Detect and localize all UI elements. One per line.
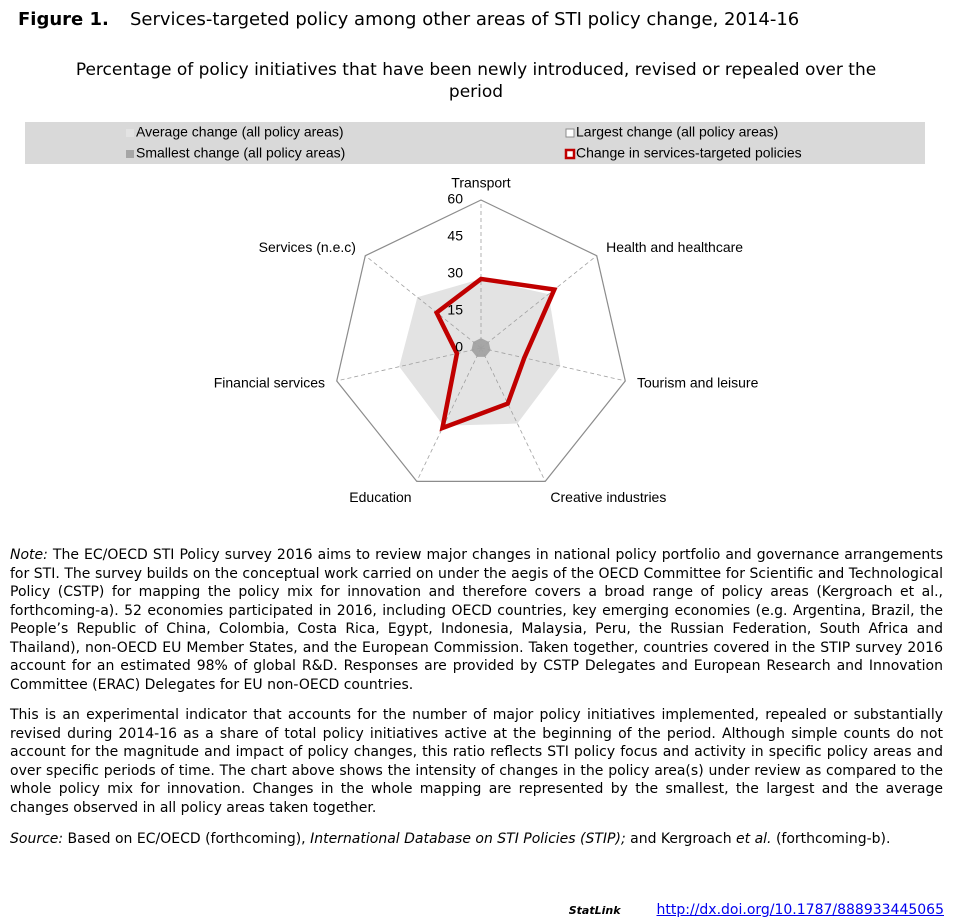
statlink: StatLink http://dx.doi.org/10.1787/888933… xyxy=(569,902,944,918)
description-text: This is an experimental indicator that a… xyxy=(10,707,943,816)
source-part: International Database on STI Policies (… xyxy=(310,831,626,847)
spoke xyxy=(416,347,482,482)
note-label: Note: xyxy=(10,547,48,563)
spoke xyxy=(480,347,626,382)
subtitle-line: Percentage of policy initiatives that ha… xyxy=(76,60,876,80)
legend-background xyxy=(25,122,925,164)
r-tick-label: 45 xyxy=(447,228,463,244)
source: Source: Based on EC/OECD (forthcoming), … xyxy=(10,830,943,849)
source-part: and Kergroach xyxy=(625,831,737,847)
legend-label: Change in services-targeted policies xyxy=(576,145,802,161)
legend-marker xyxy=(126,150,134,158)
category-label: Creative industries xyxy=(550,489,666,505)
category-label: Financial services xyxy=(214,374,325,390)
legend-label: Largest change (all policy areas) xyxy=(576,124,778,140)
category-label: Health and healthcare xyxy=(606,239,743,255)
statlink-logo: StatLink xyxy=(568,904,621,917)
legend-marker xyxy=(126,129,134,137)
source-part: et al. xyxy=(736,831,772,847)
source-part: Based on EC/OECD (forthcoming), xyxy=(63,831,311,847)
spoke xyxy=(480,255,597,349)
subtitle-line: period xyxy=(449,82,503,102)
r-tick-label: 30 xyxy=(447,265,463,281)
statlink-url[interactable]: http://dx.doi.org/10.1787/888933445065 xyxy=(656,902,944,918)
legend-label: Average change (all policy areas) xyxy=(136,124,344,140)
legend-marker xyxy=(564,148,576,160)
r-tick-label: 60 xyxy=(447,191,463,207)
category-label: Transport xyxy=(451,175,511,191)
category-label: Education xyxy=(349,489,411,505)
legend-marker xyxy=(565,128,575,138)
radar-line xyxy=(433,276,558,432)
chart: Figure 1. Services-targeted policy among… xyxy=(18,9,925,505)
source-part: (forthcoming-b). xyxy=(771,831,891,847)
note-text: The EC/OECD STI Policy survey 2016 aims … xyxy=(10,547,944,693)
figure-number: Figure 1. xyxy=(18,9,109,30)
chart-subtitle: Percentage of policy initiatives that ha… xyxy=(76,60,876,102)
r-tick-label: 0 xyxy=(455,339,463,355)
source-part: Source: xyxy=(10,831,64,847)
spoke xyxy=(480,347,546,482)
spoke xyxy=(365,255,482,349)
category-label: Services (n.e.c) xyxy=(259,239,356,255)
legend-label: Smallest change (all policy areas) xyxy=(136,145,345,161)
category-label: Tourism and leisure xyxy=(637,374,759,390)
note: Note: The EC/OECD STI Policy survey 2016… xyxy=(10,546,943,694)
r-tick-label: 15 xyxy=(447,302,463,318)
description: This is an experimental indicator that a… xyxy=(10,706,943,817)
chart-title: Services-targeted policy among other are… xyxy=(130,9,799,30)
